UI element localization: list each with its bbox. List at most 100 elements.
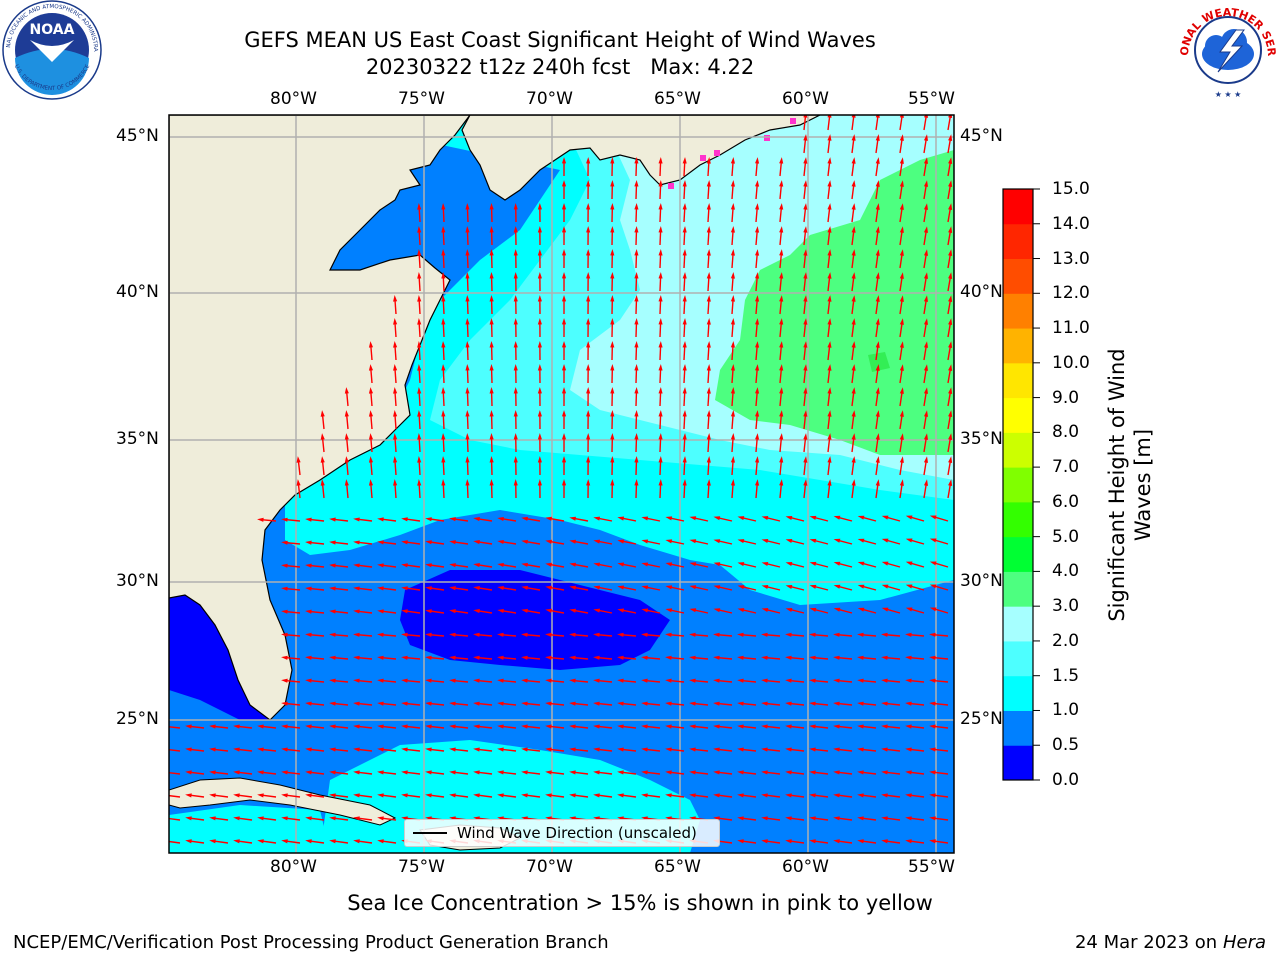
wave-direction-arrowhead: [755, 456, 760, 463]
wave-direction-arrowhead: [281, 770, 288, 775]
wave-direction-arrowhead: [610, 410, 615, 417]
wave-direction-arrowhead: [417, 479, 422, 486]
wave-direction-arrowhead: [706, 479, 711, 486]
footer-credit: NCEP/EMC/Verification Post Processing Pr…: [13, 932, 609, 953]
wave-direction-arrowhead: [329, 540, 336, 545]
wave-direction-arrowhead: [465, 272, 470, 279]
wave-direction-arrowhead: [658, 272, 663, 279]
wave-direction-arrowhead: [489, 364, 494, 371]
wave-direction-arrowhead: [851, 479, 856, 486]
wave-direction-arrowhead: [368, 479, 374, 486]
wave-direction-arrowhead: [948, 226, 953, 233]
wave-direction-arrowhead: [329, 747, 336, 752]
wave-direction-arrowhead: [682, 456, 687, 463]
wave-direction-arrowhead: [658, 433, 663, 440]
wave-direction-arrowhead: [761, 585, 769, 590]
wave-direction-arrowhead: [513, 203, 518, 210]
colorbar-frame: [1002, 188, 1034, 781]
wave-direction-arrowhead: [857, 584, 865, 589]
wave-direction-arrowhead: [161, 793, 168, 797]
wave-direction-arrowhead: [465, 387, 470, 394]
colorbar-segment: [1003, 397, 1033, 433]
wave-direction-arrowhead: [803, 226, 808, 233]
wave-direction-arrowhead: [803, 295, 808, 302]
wave-direction-arrowhead: [689, 608, 697, 613]
wave-direction-arrowhead: [809, 561, 817, 566]
wave-direction-arrowhead: [875, 433, 880, 440]
wave-direction-arrowhead: [417, 249, 422, 256]
wave-direction-arrowhead: [658, 180, 663, 187]
wave-direction-arrowhead: [281, 517, 288, 522]
wave-direction-arrowhead: [545, 770, 552, 775]
wave-direction-arrowhead: [513, 364, 518, 371]
wave-direction-arrowhead: [377, 839, 384, 844]
wave-direction-arrowhead: [785, 584, 793, 589]
wave-direction-arrowhead: [586, 364, 591, 371]
wave-direction-arrowhead: [320, 433, 325, 440]
wave-direction-arrowhead: [827, 295, 832, 302]
svg-text:★ ★ ★: ★ ★ ★: [1215, 90, 1242, 99]
lon-label-top: 55°W: [908, 89, 955, 109]
wave-direction-arrowhead: [417, 433, 422, 440]
wave-direction-arrowhead: [658, 456, 663, 463]
wave-direction-arrowhead: [497, 678, 504, 683]
wave-direction-arrowhead: [785, 724, 792, 729]
wave-direction-arrowhead: [449, 770, 456, 775]
wave-direction-arrowhead: [610, 387, 615, 394]
wave-direction-arrowhead: [521, 608, 528, 613]
wave-direction-arrowhead: [417, 272, 422, 279]
wave-direction-arrowhead: [561, 410, 567, 417]
wave-direction-arrowhead: [610, 226, 615, 233]
colorbar-segment: [1003, 745, 1033, 781]
wave-direction-arrowhead: [875, 456, 880, 463]
lon-label-bottom: 70°W: [526, 857, 573, 877]
wave-direction-arrowhead: [689, 747, 696, 752]
wave-direction-arrowhead: [377, 724, 384, 729]
wave-direction-arrowhead: [561, 387, 567, 394]
wave-direction-arrowhead: [610, 341, 615, 348]
wave-direction-arrowhead: [368, 456, 374, 463]
wave-direction-arrowhead: [761, 678, 768, 683]
wave-direction-arrowhead: [803, 272, 808, 279]
wave-direction-arrowhead: [809, 678, 816, 683]
wave-direction-arrowhead: [857, 561, 865, 566]
wave-direction-arrowhead: [706, 180, 711, 187]
wave-direction-arrowhead: [948, 134, 953, 141]
wave-direction-arrowhead: [658, 203, 663, 210]
wave-direction-arrowhead: [857, 678, 864, 683]
wave-direction-arrowhead: [393, 364, 398, 371]
wave-direction-arrowhead: [185, 770, 192, 775]
wave-direction-arrowhead: [586, 180, 591, 187]
wave-direction-arrowhead: [827, 157, 832, 164]
wave-direction-arrowhead: [537, 410, 542, 417]
wave-direction-arrowhead: [634, 203, 639, 210]
wave-direction-arrowhead: [881, 515, 889, 520]
colorbar-title-line1: Significant Height of Wind: [1105, 348, 1129, 622]
wave-direction-arrowhead: [833, 770, 840, 775]
wave-direction-arrowhead: [353, 747, 360, 752]
wave-direction-arrowhead: [441, 433, 446, 440]
wave-direction-arrowhead: [827, 203, 832, 210]
wave-direction-arrowhead: [561, 456, 567, 463]
wave-direction-arrowhead: [948, 387, 953, 394]
wave-direction-arrowhead: [682, 387, 687, 394]
wave-direction-arrowhead: [489, 249, 494, 256]
wave-direction-arrowhead: [593, 539, 601, 544]
wave-direction-arrowhead: [857, 701, 864, 706]
wave-direction-arrowhead: [634, 180, 639, 187]
wave-direction-arrowhead: [875, 479, 880, 486]
wave-direction-arrowhead: [905, 747, 912, 752]
wave-direction-arrowhead: [881, 724, 888, 729]
wave-direction-arrowhead: [809, 816, 816, 821]
wave-direction-arrowhead: [368, 341, 374, 348]
wave-direction-arrowhead: [833, 724, 840, 729]
wave-direction-arrowhead: [441, 364, 446, 371]
wave-direction-arrowhead: [755, 318, 760, 325]
wave-direction-arrowhead: [368, 364, 374, 371]
wave-direction-arrowhead: [634, 249, 639, 256]
wave-direction-arrowhead: [706, 249, 711, 256]
lon-label-top: 70°W: [526, 89, 573, 109]
wave-direction-arrowhead: [785, 839, 792, 844]
wave-direction-arrowhead: [521, 516, 528, 521]
